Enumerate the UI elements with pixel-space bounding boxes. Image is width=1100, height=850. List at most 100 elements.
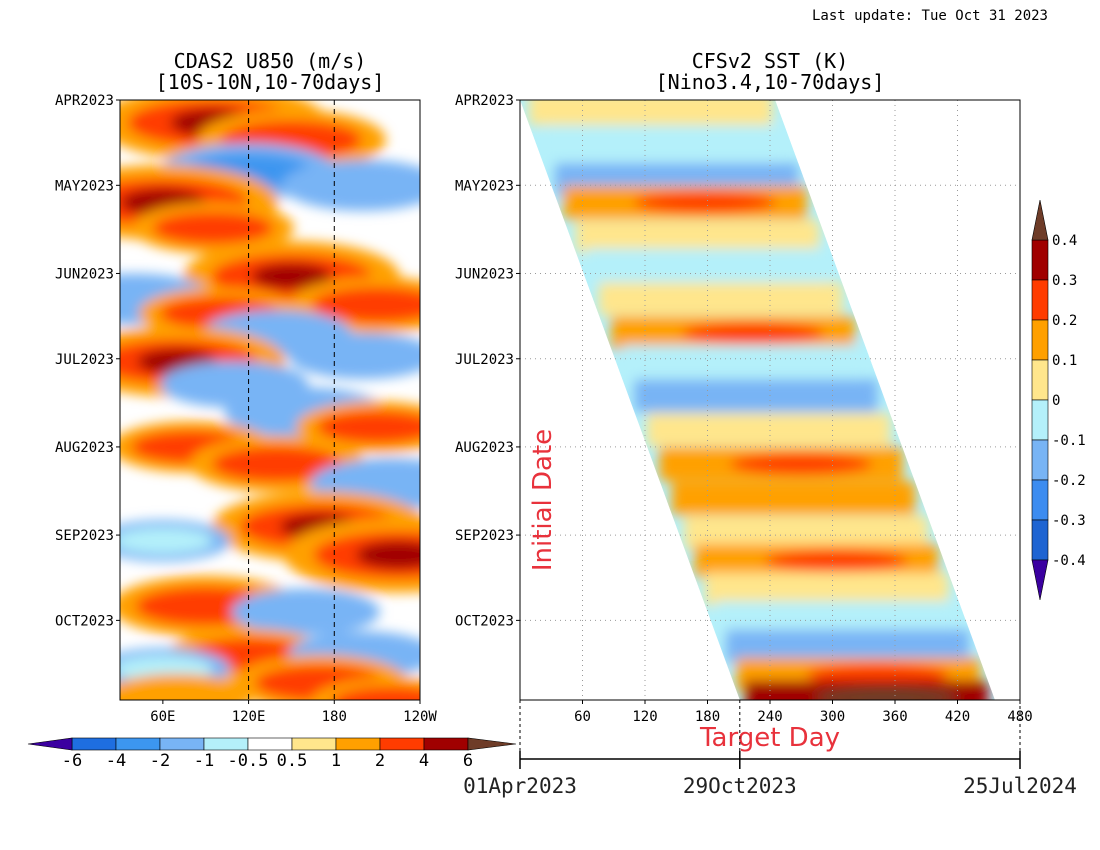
sst-title: CFSv2 SST (K) [692,49,849,73]
u850-y-tick-label: APR2023 [55,93,114,109]
sst-x-axis: 60 120 180 240 300 360 420 480 [574,700,1033,725]
sst-colorbar-box [1031,359,1049,401]
sst-mask-left [520,100,740,700]
u850-y-tick-label: JUL2023 [55,352,114,368]
sst-row [529,100,773,126]
u850-colorbar-label: 4 [419,751,429,771]
sst-y-tick-label: APR2023 [455,93,514,109]
u850-colorbar-arrow-low [27,737,73,751]
sst-row-core [814,686,958,700]
sst-chart: CFSv2 SST (K) [Nino3.4,10-70days] APR202… [455,49,1086,798]
sst-row-core [796,635,940,657]
u850-colorbar-label: 0.5 [277,751,308,771]
u850-colorbar: -6 -4 -2 -1 -0.5 0.5 1 2 4 6 [27,737,517,771]
last-update-label: Last update: Tue Oct 31 2023 [811,8,1048,24]
sst-colorbar-label: -0.1 [1052,433,1086,449]
sst-x-tick-label: 120 [632,709,657,725]
u850-anomaly-blob [331,467,420,500]
sst-band [520,100,995,700]
u850-anomaly-core [251,263,332,290]
u850-x-axis: 60E 120E 180 120W [150,700,437,725]
u850-x-tick-label: 60E [150,709,175,725]
sst-date-label: 01Apr2023 [463,774,577,798]
sst-x-label: Target Day [699,723,840,753]
u850-colorbar-box [159,737,205,751]
u850-anomaly-blob [312,287,420,323]
sst-row [671,481,916,515]
u850-subtitle: [10S-10N,10-70days] [156,70,385,94]
sst-colorbar-box [1031,239,1049,281]
sst-x-tick-label: 360 [882,709,907,725]
u850-colorbar-box [335,737,381,751]
sst-row-core [681,322,825,344]
sst-colorbar-box [1031,519,1049,561]
u850-y-tick-label: SEP2023 [55,528,114,544]
sst-colorbar-box [1031,479,1049,521]
u850-colorbar-box [71,737,117,751]
sst-y-tick-label: JUL2023 [455,352,514,368]
sst-colorbar-box [1031,279,1049,321]
sst-colorbar-box [1031,439,1049,481]
u850-y-axis: APR2023 MAY2023 JUN2023 JUL2023 AUG2023 SEP20… [55,93,120,629]
u850-colorbar-label: 6 [463,751,473,771]
u850-colorbar-box [247,737,293,751]
u850-colorbar-label: -4 [106,751,126,771]
sst-colorbar-arrow-high [1031,199,1049,241]
u850-colorbar-label: 2 [375,751,385,771]
sst-row-core [806,663,950,685]
sst-colorbar-label: -0.3 [1052,513,1086,529]
sst-colorbar-label: 0.2 [1052,313,1077,329]
sst-mask-right [775,100,1020,700]
u850-chart: CDAS2 U850 (m/s) [10S-10N,10-70days] APR… [27,49,517,771]
u850-colorbar-box [203,737,249,751]
u850-anomaly-blob [250,597,361,627]
u850-anomaly-blob [302,169,420,202]
u850-reference-lines [248,100,335,700]
u850-y-tick-label: OCT2023 [55,613,114,629]
u850-colorbar-box [379,737,425,751]
sst-subtitle: [Nino3.4,10-70days] [656,70,885,94]
u850-colorbar-box [423,737,469,751]
u850-anomaly-blob [317,411,420,444]
sst-y-tick-label: MAY2023 [455,178,514,194]
u850-field [120,100,420,700]
u850-anomaly-blob [152,211,273,244]
sst-colorbar-box [1031,319,1049,361]
sst-row [715,601,959,635]
sst-row [705,572,949,606]
sst-row-layer [529,100,988,700]
u850-colorbar-label: -2 [150,751,170,771]
u850-colorbar-label: -0.5 [228,751,269,771]
sst-y-label: Initial Date [528,429,558,571]
u850-x-tick-label: 120E [232,709,266,725]
u850-anomaly-blob [122,682,233,700]
sst-colorbar-label: -0.2 [1052,473,1086,489]
u850-anomaly-layer [120,100,420,700]
sst-row [598,282,843,316]
sst-colorbar-label: 0.3 [1052,273,1077,289]
sst-row-core [704,385,848,407]
sst-row-core [633,191,777,213]
sst-colorbar-box [1031,399,1049,441]
sst-x-tick-label: 480 [1007,709,1032,725]
sst-y-tick-label: AUG2023 [455,440,514,456]
sst-x-tick-label: 60 [574,709,591,725]
u850-colorbar-arrow-high [467,737,517,751]
sst-row [621,345,866,379]
u850-y-tick-label: MAY2023 [55,178,114,194]
sst-row [586,248,830,282]
u850-y-tick-label: AUG2023 [55,440,114,456]
sst-row-core [729,453,873,475]
sst-date-label: 25Jul2024 [963,774,1077,798]
u850-title: CDAS2 U850 (m/s) [174,49,367,73]
sst-x-tick-label: 240 [757,709,782,725]
sst-row [646,413,891,447]
sst-x-tick-label: 180 [695,709,720,725]
sst-row [576,219,820,253]
sst-colorbar: 0.4 0.3 0.2 0.1 0 -0.1 -0.2 -0.3 -0.4 [1031,199,1086,601]
u850-y-tick-label: JUN2023 [55,266,114,282]
u850-colorbar-box [291,737,337,751]
sst-row-core [764,550,908,572]
u850-anomaly-blob [212,446,343,482]
